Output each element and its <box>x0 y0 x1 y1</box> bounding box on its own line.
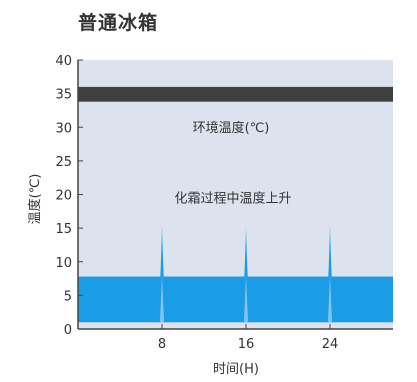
y-tick-label: 10 <box>55 256 72 271</box>
x-tick-label: 16 <box>238 337 255 352</box>
defrost-spike <box>242 226 250 323</box>
defrost-spikes <box>158 224 334 323</box>
defrost-spike-notch <box>244 274 248 323</box>
y-tick-label: 30 <box>55 121 72 136</box>
x-tick-label: 8 <box>158 337 166 352</box>
y-tick-label: 40 <box>55 54 72 69</box>
defrost-spike-notch <box>328 274 332 323</box>
defrost-annotation: 化霜过程中温度上升 <box>174 191 291 207</box>
y-ticks: 0 5 10 15 20 25 30 35 40 <box>55 54 83 338</box>
y-axis-label: 温度(℃) <box>27 174 43 225</box>
x-axis-label: 时间(H) <box>213 362 259 377</box>
y-tick-label: 15 <box>55 222 72 237</box>
ambient-temperature-band <box>78 86 393 102</box>
y-tick-label: 35 <box>55 88 72 103</box>
y-tick-label: 25 <box>55 155 72 170</box>
ambient-label: 环境温度(℃) <box>193 120 270 136</box>
defrost-spike-notch <box>160 274 164 323</box>
y-tick-label: 0 <box>64 323 72 338</box>
x-tick-label: 24 <box>322 337 339 352</box>
x-ticks: 8 16 24 <box>158 324 338 352</box>
defrost-spike <box>326 224 334 323</box>
defrost-spike <box>158 224 166 323</box>
y-tick-label: 20 <box>55 189 72 204</box>
fridge-temperature-band <box>78 276 393 323</box>
chart-title: 普通冰箱 <box>78 12 159 34</box>
y-tick-label: 5 <box>64 289 72 304</box>
